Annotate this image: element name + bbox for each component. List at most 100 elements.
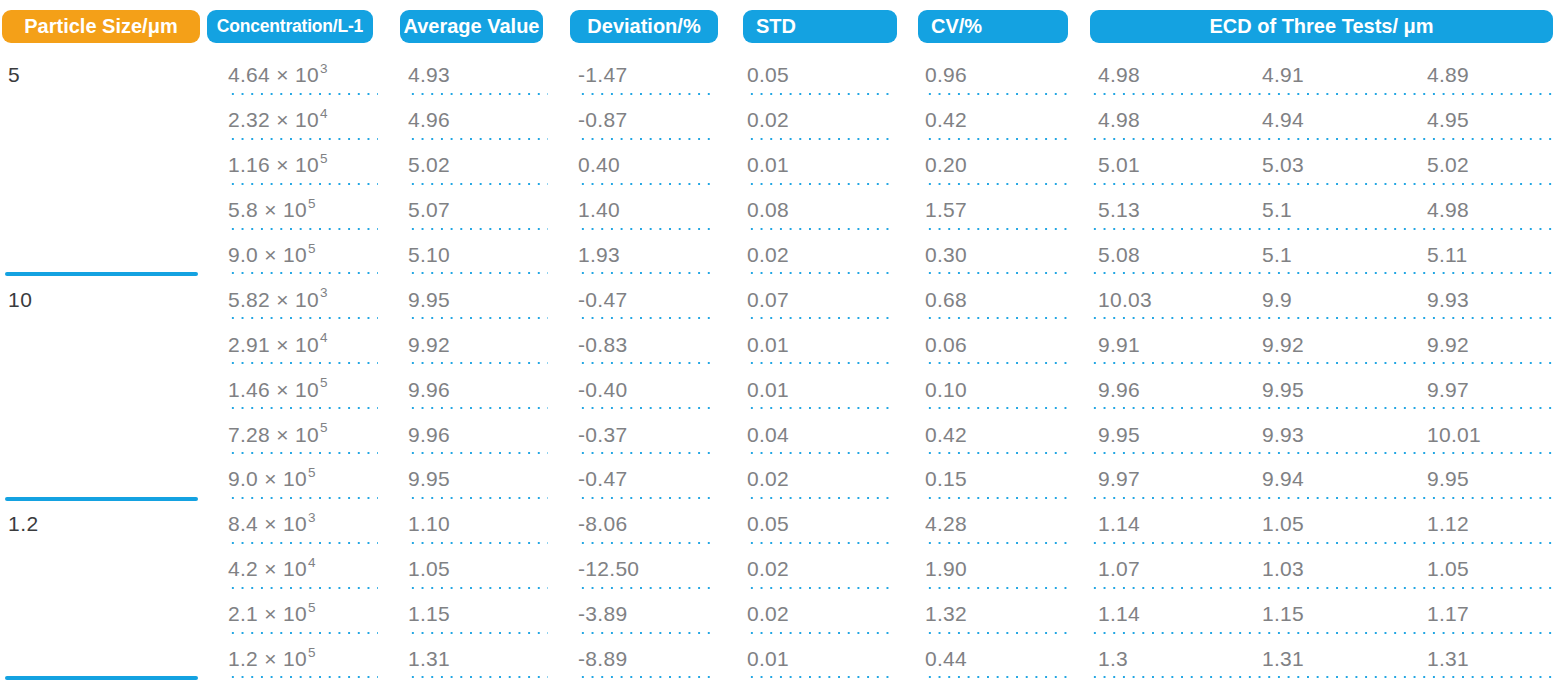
concentration-cell: 1.46 × 105 bbox=[220, 367, 400, 412]
cv-cell: 0.06 bbox=[917, 322, 1090, 367]
std-cell: 0.01 bbox=[739, 637, 917, 682]
average-value-cell: 9.96 bbox=[400, 412, 570, 457]
dotted-separator bbox=[747, 631, 895, 635]
dotted-separator bbox=[1090, 496, 1553, 500]
dotted-separator bbox=[408, 271, 548, 275]
header-pill-particle-size: Particle Size/μm bbox=[2, 10, 200, 43]
dotted-separator bbox=[925, 586, 1068, 590]
dotted-separator bbox=[925, 451, 1068, 455]
dotted-separator bbox=[408, 361, 548, 365]
std-cell: 0.02 bbox=[739, 233, 917, 278]
dotted-separator bbox=[1090, 316, 1553, 320]
header-pill-average-value: Average Value bbox=[400, 10, 543, 43]
exponent: 5 bbox=[320, 151, 328, 166]
dotted-separator bbox=[578, 271, 717, 275]
deviation-cell: -0.47 bbox=[570, 457, 739, 502]
concentration-cell: 9.0 × 105 bbox=[220, 233, 400, 278]
header-label-cv: CV/% bbox=[931, 15, 982, 38]
dotted-separator bbox=[408, 227, 548, 231]
concentration-cell: 5.82 × 103 bbox=[220, 277, 400, 322]
particle-size-label: 5 bbox=[8, 63, 20, 87]
ecd-tests-cell: 9.959.9310.01 bbox=[1090, 412, 1559, 457]
average-value-cell: 4.93 bbox=[400, 53, 570, 98]
cv-cell: 1.32 bbox=[917, 592, 1090, 637]
ecd-tests-cell: 9.919.929.92 bbox=[1090, 322, 1559, 367]
exponent: 5 bbox=[308, 196, 316, 211]
dotted-separator bbox=[408, 182, 548, 186]
header-pill-std: STD bbox=[743, 10, 897, 43]
dotted-separator bbox=[1090, 227, 1553, 231]
particle-size-cell bbox=[0, 233, 220, 278]
dotted-separator bbox=[747, 406, 895, 410]
deviation-cell: 1.93 bbox=[570, 233, 739, 278]
cv-cell: 0.68 bbox=[917, 277, 1090, 322]
exponent: 4 bbox=[320, 330, 328, 345]
dotted-separator bbox=[1090, 631, 1553, 635]
particle-size-label: 1.2 bbox=[8, 512, 39, 536]
dotted-separator bbox=[228, 496, 378, 500]
exponent: 5 bbox=[308, 465, 316, 480]
dotted-separator bbox=[228, 316, 378, 320]
exponent: 5 bbox=[308, 600, 316, 615]
table-row: 2.91 × 1049.92-0.830.010.069.919.929.92 bbox=[0, 322, 1559, 367]
average-value-cell: 1.10 bbox=[400, 502, 570, 547]
particle-size-cell: 1.2 bbox=[0, 502, 220, 547]
average-value-cell: 5.10 bbox=[400, 233, 570, 278]
dotted-separator bbox=[1090, 586, 1553, 590]
ecd-tests-cell: 1.31.311.31 bbox=[1090, 637, 1559, 682]
dotted-separator bbox=[578, 675, 717, 679]
dotted-separator bbox=[578, 631, 717, 635]
header-label-concentration: Concentration/L-1 bbox=[217, 16, 363, 37]
dotted-separator bbox=[578, 586, 717, 590]
deviation-cell: -0.83 bbox=[570, 322, 739, 367]
std-cell: 0.01 bbox=[739, 143, 917, 188]
dotted-separator bbox=[1090, 406, 1553, 410]
dotted-separator bbox=[228, 361, 378, 365]
exponent: 3 bbox=[308, 510, 316, 525]
average-value-cell: 1.15 bbox=[400, 592, 570, 637]
dotted-separator bbox=[578, 182, 717, 186]
dotted-separator bbox=[578, 451, 717, 455]
cv-cell: 0.44 bbox=[917, 637, 1090, 682]
cv-cell: 0.42 bbox=[917, 98, 1090, 143]
dotted-separator bbox=[1090, 92, 1553, 96]
dotted-separator bbox=[408, 137, 548, 141]
std-cell: 0.02 bbox=[739, 547, 917, 592]
particle-size-cell bbox=[0, 98, 220, 143]
dotted-separator bbox=[408, 92, 548, 96]
dotted-separator bbox=[578, 316, 717, 320]
group-separator-line bbox=[5, 272, 198, 276]
dotted-separator bbox=[228, 271, 378, 275]
dotted-separator bbox=[578, 541, 717, 545]
average-value-cell: 5.02 bbox=[400, 143, 570, 188]
dotted-separator bbox=[925, 361, 1068, 365]
dotted-separator bbox=[925, 496, 1068, 500]
header-pill-ecd: ECD of Three Tests/ μm bbox=[1090, 10, 1553, 43]
deviation-cell: -8.89 bbox=[570, 637, 739, 682]
std-cell: 0.02 bbox=[739, 457, 917, 502]
concentration-cell: 2.91 × 104 bbox=[220, 322, 400, 367]
dotted-separator bbox=[925, 271, 1068, 275]
ecd-tests-cell: 4.984.914.89 bbox=[1090, 53, 1559, 98]
std-cell: 0.02 bbox=[739, 98, 917, 143]
dotted-separator bbox=[228, 631, 378, 635]
exponent: 4 bbox=[308, 555, 316, 570]
deviation-cell: -12.50 bbox=[570, 547, 739, 592]
exponent: 5 bbox=[308, 645, 316, 660]
std-cell: 0.05 bbox=[739, 53, 917, 98]
deviation-cell: -0.87 bbox=[570, 98, 739, 143]
header-pill-concentration: Concentration/L-1 bbox=[207, 10, 373, 43]
dotted-separator bbox=[408, 586, 548, 590]
dotted-separator bbox=[925, 406, 1068, 410]
std-cell: 0.05 bbox=[739, 502, 917, 547]
table-row: 9.0 × 1059.95-0.470.020.159.979.949.95 bbox=[0, 457, 1559, 502]
particle-size-cell bbox=[0, 547, 220, 592]
dotted-separator bbox=[747, 675, 895, 679]
average-value-cell: 1.05 bbox=[400, 547, 570, 592]
particle-size-cell bbox=[0, 457, 220, 502]
concentration-cell: 1.2 × 105 bbox=[220, 637, 400, 682]
group-separator-line bbox=[5, 676, 198, 680]
dotted-separator bbox=[228, 675, 378, 679]
dotted-separator bbox=[228, 541, 378, 545]
table-row: 1.2 × 1051.31-8.890.010.441.31.311.31 bbox=[0, 637, 1559, 682]
